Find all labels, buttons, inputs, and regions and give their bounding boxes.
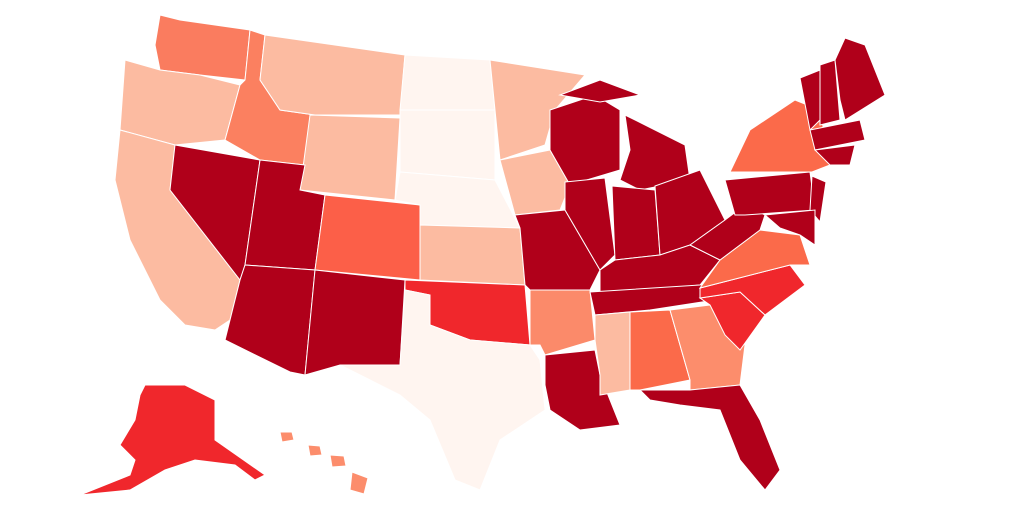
- state-region: [339, 289, 546, 491]
- state-region: [813, 144, 856, 166]
- state-region: [544, 349, 621, 431]
- state-region: [79, 384, 266, 496]
- state-region: [314, 194, 421, 281]
- state-region: [304, 269, 406, 376]
- state-region: [419, 224, 526, 286]
- state-region: [489, 59, 586, 161]
- state-region: [638, 384, 781, 491]
- state-region: [819, 59, 841, 126]
- state-region: [349, 471, 369, 495]
- state-region: [763, 209, 816, 246]
- state-region: [307, 444, 323, 457]
- state-region: [399, 109, 496, 181]
- state-region: [299, 114, 401, 201]
- state-region: [809, 119, 866, 151]
- state-region: [629, 309, 691, 391]
- state-region: [564, 177, 616, 271]
- state-region: [558, 79, 642, 103]
- state-region: [611, 185, 661, 261]
- state-region: [154, 14, 251, 81]
- state-region: [329, 454, 347, 468]
- state-region: [399, 54, 496, 111]
- state-region: [724, 171, 816, 216]
- state-region: [259, 34, 406, 116]
- state-region: [279, 431, 295, 443]
- state-region: [834, 37, 886, 121]
- state-region: [529, 289, 596, 356]
- state-region: [594, 311, 631, 396]
